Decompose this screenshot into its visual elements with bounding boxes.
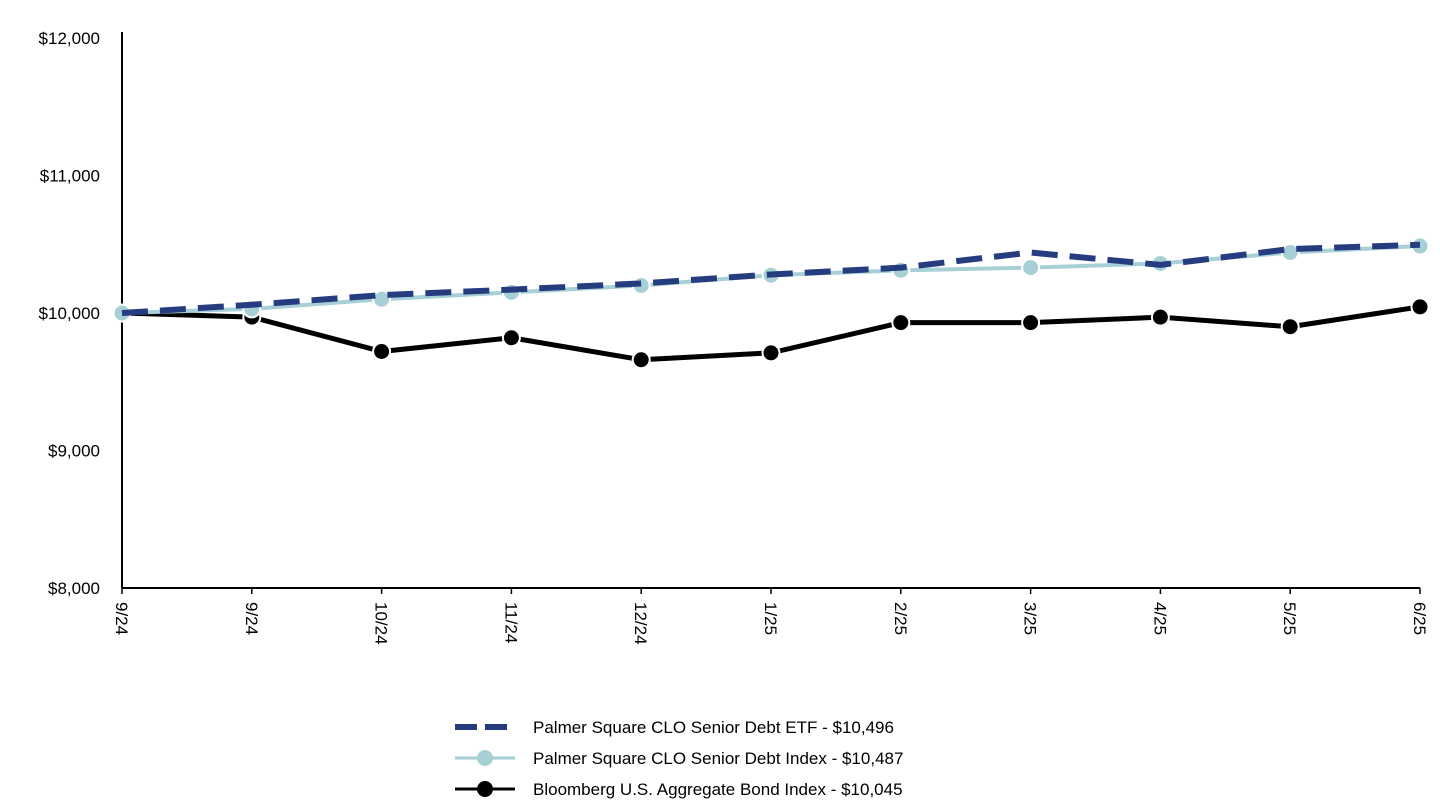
data-point — [1410, 297, 1430, 317]
legend-marker — [477, 750, 493, 766]
x-tick-label: 5/25 — [1280, 602, 1299, 635]
series-1 — [121, 241, 1421, 316]
x-tick-label: 2/25 — [891, 602, 910, 635]
data-point — [1021, 258, 1041, 278]
legend-item: Bloomberg U.S. Aggregate Bond Index - $1… — [455, 780, 903, 799]
data-point — [372, 289, 392, 309]
x-tick-label: 3/25 — [1021, 602, 1040, 635]
x-tick-label: 12/24 — [631, 602, 650, 645]
y-tick-label: $9,000 — [48, 442, 100, 461]
legend-marker — [477, 781, 493, 797]
x-tick-label: 9/24 — [242, 602, 261, 635]
x-tick-label: 6/25 — [1410, 602, 1429, 635]
x-tick-label: 9/24 — [112, 602, 131, 635]
legend: Palmer Square CLO Senior Debt ETF - $10,… — [455, 718, 903, 799]
x-tick-label: 11/24 — [501, 602, 520, 643]
legend-item: Palmer Square CLO Senior Debt Index - $1… — [455, 749, 903, 768]
data-point — [1150, 307, 1170, 327]
legend-label: Palmer Square CLO Senior Debt ETF - $10,… — [533, 718, 894, 737]
data-point — [1021, 313, 1041, 333]
y-axis: $8,000 $9,000 $10,000 $11,000 $12,000 — [39, 29, 123, 598]
series-3 — [112, 297, 1430, 370]
x-tick-label: 10/24 — [372, 602, 391, 645]
series-2 — [112, 236, 1430, 323]
legend-label: Bloomberg U.S. Aggregate Bond Index - $1… — [533, 780, 903, 799]
x-axis: 9/24 9/24 10/24 11/24 12/24 1/25 2/25 3/25 4/25 5… — [112, 587, 1429, 645]
y-tick-label: $10,000 — [39, 304, 100, 323]
y-tick-label: $8,000 — [48, 579, 100, 598]
data-point — [891, 313, 911, 333]
series-layer — [112, 236, 1430, 370]
data-point — [761, 343, 781, 363]
legend-item: Palmer Square CLO Senior Debt ETF - $10,… — [455, 718, 894, 737]
x-tick-label: 4/25 — [1150, 602, 1169, 635]
series-line — [121, 241, 1421, 316]
data-point — [1280, 317, 1300, 337]
data-point — [501, 328, 521, 348]
y-tick-label: $12,000 — [39, 29, 100, 48]
y-tick-label: $11,000 — [40, 167, 100, 186]
legend-label: Palmer Square CLO Senior Debt Index - $1… — [533, 749, 903, 768]
x-tick-label: 1/25 — [761, 602, 780, 635]
data-point — [631, 350, 651, 370]
data-point — [372, 342, 392, 361]
